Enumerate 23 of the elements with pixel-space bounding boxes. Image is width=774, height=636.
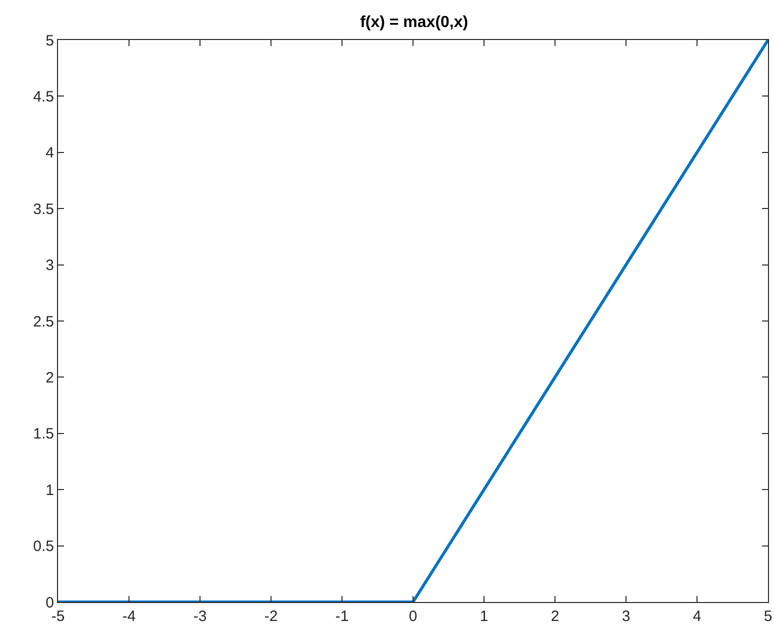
x-tick-label: 5 (764, 608, 772, 625)
chart-title: f(x) = max(0,x) (360, 14, 468, 32)
y-tick-label: 3 (46, 257, 54, 274)
x-tick-label: 2 (550, 608, 560, 625)
x-tick-label: 3 (622, 608, 630, 625)
x-tick-label: 0 (408, 608, 418, 625)
y-tick-label: 1.5 (33, 426, 54, 443)
x-tick-label: -3 (193, 608, 207, 625)
y-tick-label: 0.5 (33, 538, 54, 556)
y-tick-label: 0 (46, 594, 54, 612)
x-tick-label: -2 (264, 608, 278, 625)
x-tick-label: 4 (692, 608, 702, 625)
x-tick-label: -4 (122, 608, 136, 625)
y-tick-label: 1 (46, 482, 54, 499)
x-tick-label: 1 (480, 608, 488, 625)
y-tick-label: 5 (46, 32, 54, 50)
y-tick-label: 4 (46, 144, 54, 162)
y-tick-label: 4.5 (33, 88, 54, 106)
y-tick-label: 2 (46, 369, 54, 386)
y-tick-label: 2.5 (33, 313, 54, 330)
y-tick-label: 3.5 (33, 200, 54, 218)
x-tick-label: -5 (51, 608, 65, 625)
x-tick-label: -1 (335, 608, 349, 625)
